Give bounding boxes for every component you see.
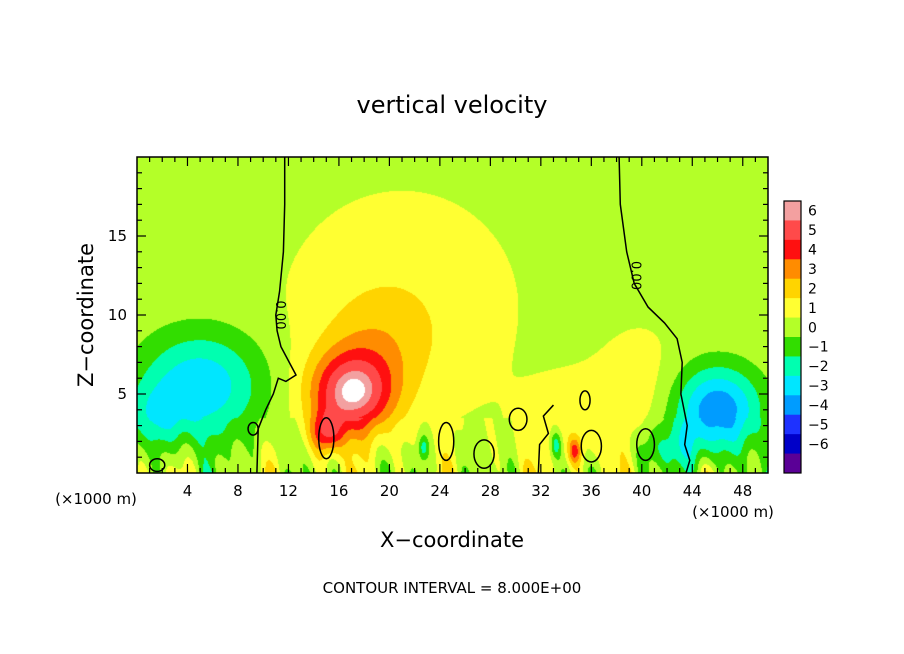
x-tick-label: 48 bbox=[733, 482, 752, 500]
colorbar-swatch bbox=[784, 278, 801, 299]
colorbar-swatch bbox=[784, 375, 801, 396]
y-tick-label: 15 bbox=[108, 227, 127, 245]
contour-blob bbox=[473, 439, 495, 470]
velocity-field bbox=[137, 157, 768, 473]
contour-blob bbox=[437, 421, 455, 462]
x-tick-label: 36 bbox=[582, 482, 601, 500]
contour-blob bbox=[636, 428, 656, 462]
x-unit-left: (×1000 m) bbox=[55, 490, 137, 508]
plot-area bbox=[137, 157, 768, 473]
x-tick-label: 4 bbox=[183, 482, 193, 500]
y-axis-label: Z−coordinate bbox=[74, 243, 98, 387]
x-tick-label: 16 bbox=[329, 482, 348, 500]
colorbar-swatch bbox=[784, 337, 801, 357]
colorbar-swatch bbox=[784, 414, 801, 435]
colorbar-swatch bbox=[784, 453, 801, 474]
colorbar-swatch bbox=[784, 259, 801, 280]
colorbar-swatch bbox=[784, 220, 801, 241]
contour-blob bbox=[579, 390, 591, 411]
colorbar-label: 6 bbox=[808, 204, 817, 220]
x-tick-label: 12 bbox=[279, 482, 298, 500]
y-tick-label: 5 bbox=[117, 385, 127, 403]
contour-blob bbox=[317, 416, 335, 460]
x-tick-label: 44 bbox=[683, 482, 702, 500]
colorbar-label: −2 bbox=[808, 359, 829, 375]
contour-blob bbox=[148, 458, 166, 473]
colorbar-label: −3 bbox=[808, 379, 829, 395]
colorbar-label: 5 bbox=[808, 223, 817, 239]
colorbar-swatch bbox=[784, 201, 801, 221]
colorbar-label: 2 bbox=[808, 281, 817, 297]
colorbar-swatch bbox=[784, 239, 801, 260]
colorbar: 6 5 4 3 2 1 0 −1 −2 −3 −4 −5 −6 bbox=[783, 200, 829, 474]
x-tick-label: 28 bbox=[481, 482, 500, 500]
contour-segment bbox=[537, 404, 555, 473]
colorbar-swatch bbox=[784, 298, 801, 319]
x-tick-label: 40 bbox=[632, 482, 651, 500]
colorbar-label: 4 bbox=[808, 243, 817, 259]
contour-blob bbox=[247, 421, 259, 436]
y-axis: 5 10 15 bbox=[108, 172, 768, 458]
colorbar-label: −1 bbox=[808, 340, 829, 356]
contour-labels: 0.00 0.00 bbox=[272, 261, 643, 329]
colorbar-frame bbox=[783, 200, 802, 474]
contour-blob bbox=[580, 429, 603, 463]
x-axis: 4 8 12 16 20 24 28 32 36 40 44 48 bbox=[149, 157, 756, 500]
y-tick-label: 10 bbox=[108, 306, 127, 324]
zero-contours bbox=[148, 157, 691, 473]
contour-blob bbox=[508, 407, 528, 432]
colorbar-swatch bbox=[784, 434, 801, 455]
colorbar-label: 3 bbox=[808, 262, 817, 278]
colorbar-swatch bbox=[784, 317, 801, 338]
x-axis-label: X−coordinate bbox=[380, 528, 524, 552]
colorbar-label: −6 bbox=[808, 437, 829, 453]
x-tick-label: 20 bbox=[380, 482, 399, 500]
colorbar-label: 0 bbox=[808, 320, 817, 336]
x-tick-label: 32 bbox=[531, 482, 550, 500]
colorbar-label: −5 bbox=[808, 417, 829, 433]
colorbar-swatch bbox=[784, 356, 801, 377]
contour-right bbox=[618, 157, 691, 473]
chart-title: vertical velocity bbox=[357, 91, 548, 119]
x-tick-label: 8 bbox=[233, 482, 243, 500]
colorbar-label: 1 bbox=[808, 301, 817, 317]
colorbar-label: −4 bbox=[808, 398, 829, 414]
contour-label: 0.00 bbox=[628, 261, 643, 290]
contour-label: 0.00 bbox=[272, 301, 287, 330]
contour-interval-text: CONTOUR INTERVAL = 8.000E+00 bbox=[323, 579, 582, 597]
x-unit-right: (×1000 m) bbox=[692, 503, 774, 521]
contour-left bbox=[256, 157, 297, 473]
x-tick-label: 24 bbox=[430, 482, 449, 500]
colorbar-swatch bbox=[784, 395, 801, 416]
